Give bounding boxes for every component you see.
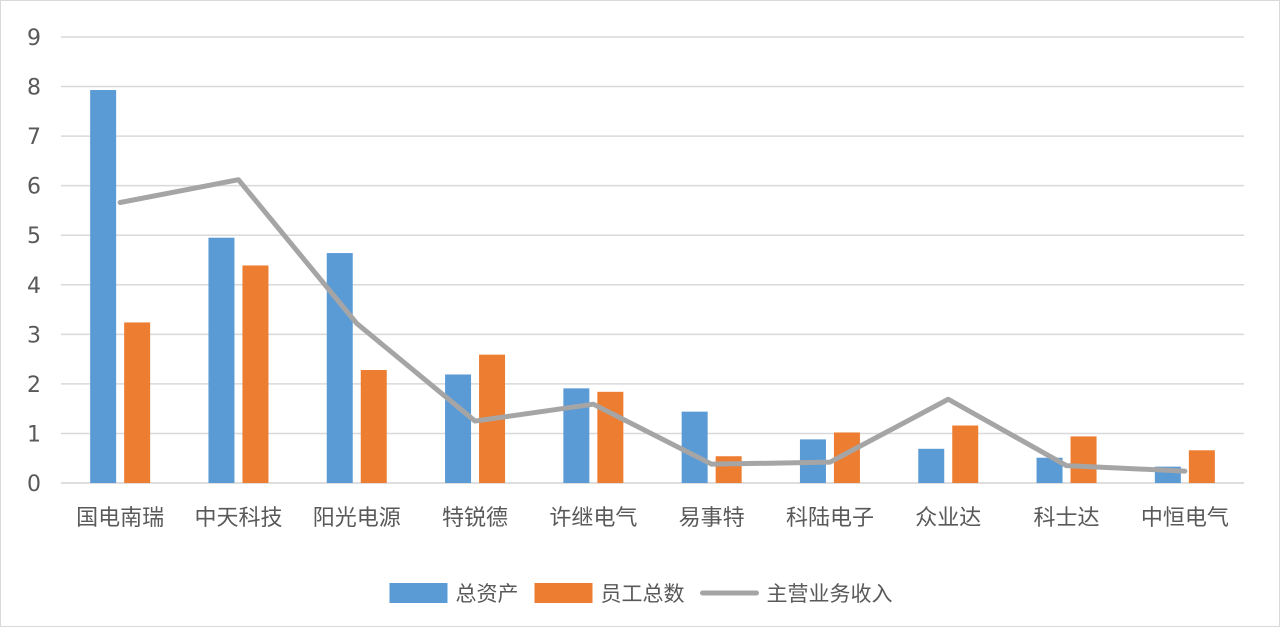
y-tick-label: 0 — [27, 472, 41, 497]
y-tick-label: 1 — [27, 422, 41, 447]
bar-total-assets-3 — [445, 374, 472, 483]
y-tick-label: 9 — [27, 26, 41, 51]
x-category-label: 众业达 — [915, 506, 981, 531]
x-category-label: 阳光电源 — [313, 506, 401, 531]
y-tick-label: 4 — [27, 274, 41, 299]
gridlines — [61, 36, 1244, 484]
legend: 总资产 员工总数 主营业务收入 — [389, 582, 893, 606]
legend-swatch — [534, 583, 593, 603]
y-axis-ticks: 0 1 2 3 4 5 6 7 8 9 — [27, 26, 41, 497]
line-main-revenue — [117, 177, 1188, 474]
x-category-label: 易事特 — [679, 506, 745, 531]
legend-swatch — [389, 583, 448, 603]
x-category-label: 中恒电气 — [1141, 506, 1229, 531]
bar-employees-1 — [242, 265, 269, 483]
bar-total-assets-7 — [918, 448, 945, 483]
x-category-label: 特锐德 — [442, 506, 508, 531]
bar-employees-0 — [124, 322, 151, 483]
legend-item-2[interactable]: 主营业务收入 — [700, 582, 893, 606]
y-tick-label: 6 — [27, 175, 41, 200]
legend-item-0[interactable]: 总资产 — [389, 582, 519, 606]
bar-employees-7 — [952, 425, 979, 483]
x-axis-labels: 国电南瑞 中天科技 阳光电源 特锐德 许继电气 易事特 科陆电子 众业达 科士达 中恒电气 — [76, 506, 1229, 531]
bar-employees-2 — [360, 370, 387, 483]
bar-employees-5 — [715, 456, 742, 483]
bars — [90, 90, 1215, 483]
y-tick-label: 7 — [27, 125, 41, 150]
bar-total-assets-2 — [326, 253, 353, 483]
bar-total-assets-1 — [208, 237, 235, 483]
x-category-label: 国电南瑞 — [76, 506, 164, 531]
bar-total-assets-5 — [681, 411, 708, 483]
legend-item-1[interactable]: 员工总数 — [534, 582, 685, 606]
legend-label: 员工总数 — [601, 582, 685, 606]
legend-label: 总资产 — [456, 582, 519, 606]
x-category-label: 中天科技 — [194, 506, 282, 531]
y-tick-label: 3 — [27, 323, 41, 348]
bar-employees-8 — [1070, 436, 1097, 483]
bar-total-assets-0 — [90, 90, 117, 483]
x-category-label: 许继电气 — [549, 506, 637, 531]
x-category-label: 科士达 — [1034, 506, 1100, 531]
legend-label: 主营业务收入 — [767, 582, 893, 606]
line-series — [117, 177, 1188, 474]
x-category-label: 科陆电子 — [786, 506, 874, 531]
bar-employees-9 — [1188, 450, 1215, 483]
y-tick-label: 2 — [27, 373, 41, 398]
y-tick-label: 8 — [27, 76, 41, 101]
y-tick-label: 5 — [27, 224, 41, 249]
bar-total-assets-4 — [563, 388, 590, 483]
